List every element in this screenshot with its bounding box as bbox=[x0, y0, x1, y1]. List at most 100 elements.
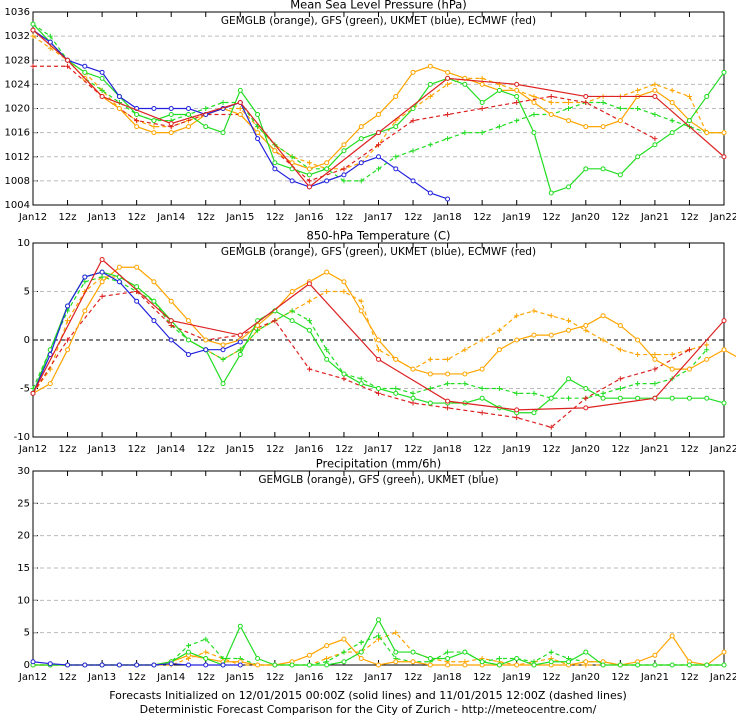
point-marker bbox=[600, 390, 606, 396]
point-marker bbox=[652, 136, 658, 142]
point-marker bbox=[237, 332, 243, 338]
point-marker bbox=[341, 371, 347, 377]
point-marker bbox=[496, 386, 502, 391]
point-marker bbox=[635, 352, 641, 358]
point-marker bbox=[255, 327, 261, 333]
y-tick-label: 1036 bbox=[5, 7, 30, 18]
point-marker bbox=[376, 386, 381, 391]
x-tick-label: Jan13 bbox=[87, 212, 116, 223]
point-marker bbox=[151, 279, 157, 285]
point-marker bbox=[134, 112, 140, 118]
point-marker bbox=[237, 87, 243, 93]
point-marker bbox=[410, 118, 416, 124]
point-marker bbox=[306, 327, 312, 333]
point-marker bbox=[514, 99, 520, 105]
point-marker bbox=[427, 63, 433, 69]
point-marker bbox=[168, 130, 174, 136]
point-marker bbox=[445, 136, 451, 142]
point-marker bbox=[306, 281, 312, 287]
point-marker bbox=[445, 196, 451, 202]
point-marker bbox=[341, 166, 347, 172]
point-marker bbox=[617, 106, 623, 111]
point-marker bbox=[376, 337, 381, 343]
point-marker bbox=[47, 39, 53, 45]
point-marker bbox=[30, 27, 36, 33]
point-marker bbox=[341, 289, 347, 294]
y-tick-label: 5 bbox=[24, 628, 30, 639]
y-tick-label: 1016 bbox=[5, 128, 30, 139]
x-tick-label: 12z bbox=[542, 444, 560, 455]
point-marker bbox=[30, 33, 36, 39]
x-tick-label: 12z bbox=[473, 672, 491, 683]
x-tick-label: 12z bbox=[680, 444, 698, 455]
point-marker bbox=[514, 407, 520, 413]
x-tick-label: 12z bbox=[542, 212, 560, 223]
point-marker bbox=[479, 81, 485, 87]
x-tick-label: Jan13 bbox=[87, 444, 116, 455]
point-marker bbox=[185, 106, 191, 111]
point-marker bbox=[168, 661, 174, 667]
x-tick-label: Jan12 bbox=[18, 672, 47, 683]
point-marker bbox=[341, 376, 347, 382]
point-marker bbox=[324, 347, 330, 353]
point-marker bbox=[376, 154, 381, 160]
y-tick-label: 20 bbox=[17, 531, 30, 542]
point-marker bbox=[65, 318, 71, 324]
point-marker bbox=[30, 659, 36, 665]
x-tick-label: Jan19 bbox=[502, 672, 531, 683]
point-marker bbox=[445, 405, 451, 411]
point-marker bbox=[686, 366, 692, 372]
point-marker bbox=[255, 662, 261, 668]
point-marker bbox=[479, 75, 485, 81]
point-marker bbox=[168, 121, 174, 127]
point-marker bbox=[185, 662, 191, 668]
point-marker bbox=[341, 649, 347, 655]
point-marker bbox=[237, 623, 243, 629]
point-marker bbox=[185, 112, 191, 118]
point-marker bbox=[721, 130, 727, 136]
point-marker bbox=[652, 662, 658, 668]
point-marker bbox=[496, 327, 502, 333]
point-marker bbox=[410, 366, 416, 372]
x-tick-label: Jan21 bbox=[640, 212, 669, 223]
series-line bbox=[32, 29, 725, 188]
point-marker bbox=[479, 659, 485, 665]
point-marker bbox=[134, 264, 140, 270]
x-tick-label: Jan18 bbox=[433, 444, 462, 455]
point-marker bbox=[255, 124, 261, 130]
point-marker bbox=[306, 662, 312, 668]
plot-frame bbox=[32, 242, 725, 438]
point-marker bbox=[583, 99, 589, 105]
point-marker bbox=[686, 662, 692, 668]
point-marker bbox=[514, 390, 520, 396]
point-marker bbox=[185, 352, 191, 358]
point-marker bbox=[341, 142, 347, 148]
point-marker bbox=[427, 93, 433, 99]
point-marker bbox=[462, 662, 468, 668]
point-marker bbox=[531, 410, 537, 416]
point-marker bbox=[531, 130, 537, 136]
y-tick-label: -10 bbox=[14, 432, 30, 443]
point-marker bbox=[410, 390, 416, 396]
point-marker bbox=[427, 81, 433, 87]
x-tick-label: Jan18 bbox=[433, 212, 462, 223]
point-marker bbox=[617, 118, 623, 124]
point-marker bbox=[255, 656, 261, 662]
point-marker bbox=[462, 371, 468, 377]
point-marker bbox=[82, 274, 88, 280]
point-marker bbox=[531, 390, 537, 396]
point-marker bbox=[548, 313, 554, 319]
point-marker bbox=[531, 308, 537, 314]
x-tick-label: Jan18 bbox=[433, 672, 462, 683]
point-marker bbox=[324, 166, 330, 172]
point-marker bbox=[566, 106, 572, 111]
point-marker bbox=[583, 124, 589, 130]
x-tick-label: Jan15 bbox=[225, 444, 254, 455]
point-marker bbox=[99, 87, 105, 93]
point-marker bbox=[514, 118, 520, 124]
point-marker bbox=[410, 395, 416, 401]
point-marker bbox=[531, 93, 537, 99]
point-marker bbox=[341, 178, 347, 184]
point-marker bbox=[652, 87, 658, 93]
point-marker bbox=[686, 118, 692, 124]
